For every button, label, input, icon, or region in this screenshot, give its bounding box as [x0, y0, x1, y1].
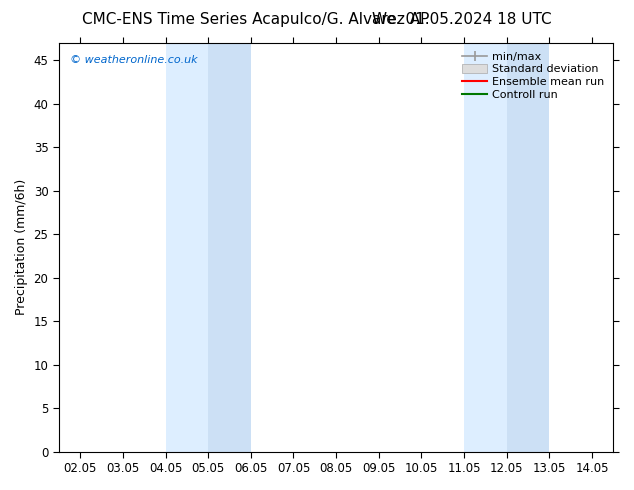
Bar: [507, 43, 550, 452]
Bar: [464, 43, 507, 452]
Text: We. 01.05.2024 18 UTC: We. 01.05.2024 18 UTC: [372, 12, 552, 27]
Bar: [208, 43, 251, 452]
Bar: [165, 43, 208, 452]
Legend: min/max, Standard deviation, Ensemble mean run, Controll run: min/max, Standard deviation, Ensemble me…: [459, 48, 608, 103]
Y-axis label: Precipitation (mm/6h): Precipitation (mm/6h): [15, 179, 28, 315]
Text: © weatheronline.co.uk: © weatheronline.co.uk: [70, 55, 198, 65]
Text: CMC-ENS Time Series Acapulco/G. Alvarez AP: CMC-ENS Time Series Acapulco/G. Alvarez …: [82, 12, 430, 27]
